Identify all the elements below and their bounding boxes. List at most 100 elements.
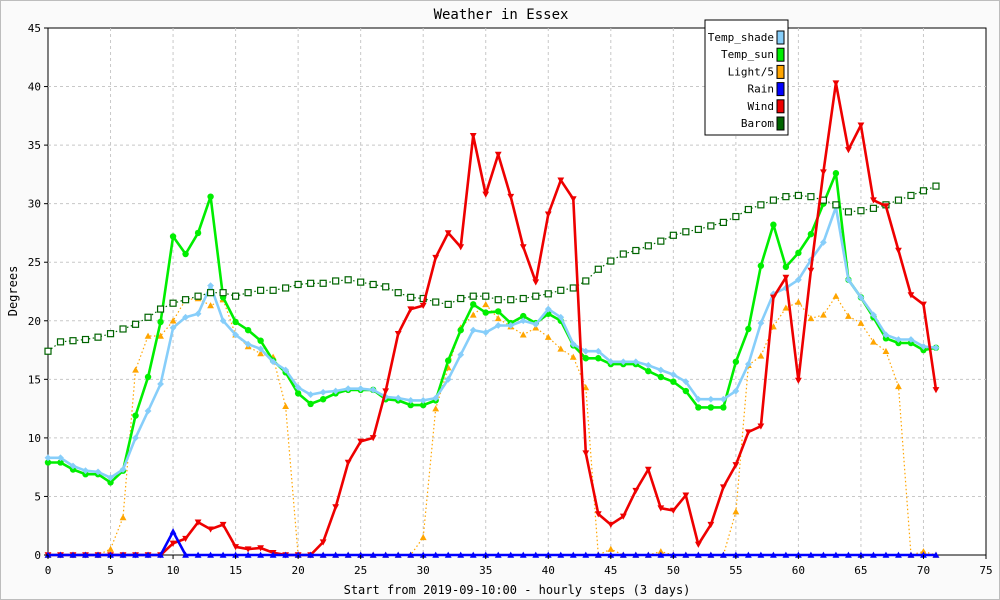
y-tick-label: 45 <box>28 22 41 35</box>
data-point-rain <box>845 551 852 558</box>
y-tick-label: 0 <box>34 549 41 562</box>
series-layer <box>44 80 940 559</box>
data-point-temp-sun <box>407 401 414 409</box>
y-tick-label: 40 <box>28 81 41 94</box>
data-point-rain <box>669 551 677 558</box>
series-temp-shade <box>44 203 940 482</box>
data-point-wind <box>207 526 214 533</box>
data-point-barom <box>794 191 803 200</box>
data-point-light-5 <box>607 545 615 552</box>
data-point-wind <box>394 330 402 338</box>
data-point-temp-sun <box>182 250 189 258</box>
data-point-temp-shade <box>107 474 114 482</box>
data-point-rain <box>532 551 540 558</box>
data-point-light-5 <box>820 311 827 318</box>
data-point-temp-sun <box>294 390 302 397</box>
data-point-temp-shade <box>407 397 415 404</box>
data-point-barom <box>106 330 115 338</box>
data-point-barom <box>357 278 365 286</box>
data-point-rain <box>644 551 652 558</box>
data-point-rain <box>857 551 865 558</box>
data-point-wind <box>795 377 802 384</box>
data-point-wind <box>895 247 902 254</box>
data-point-barom <box>44 347 52 355</box>
data-point-wind <box>419 302 427 309</box>
data-point-wind <box>482 191 490 198</box>
x-tick-label: 75 <box>979 564 992 577</box>
data-point-temp-shade <box>269 358 277 366</box>
data-point-light-5 <box>832 292 840 299</box>
data-point-temp-shade <box>319 388 327 396</box>
data-point-rain <box>732 551 740 558</box>
data-point-barom <box>232 292 240 300</box>
data-point-temp-shade <box>757 319 765 327</box>
data-point-rain <box>69 551 77 558</box>
data-point-wind <box>907 292 915 299</box>
data-point-wind <box>357 438 365 445</box>
data-point-temp-shade <box>144 407 152 415</box>
data-point-barom <box>56 338 65 346</box>
data-point-wind <box>257 545 265 552</box>
data-point-barom <box>544 290 552 298</box>
data-point-wind <box>319 539 327 546</box>
series-line-rain <box>48 530 936 557</box>
data-point-temp-shade <box>369 386 377 394</box>
data-point-temp-shade <box>907 336 915 343</box>
data-point-light-5 <box>857 319 865 326</box>
data-point-rain <box>507 551 515 558</box>
data-point-wind <box>845 147 852 154</box>
data-point-rain <box>832 551 840 558</box>
x-tick-label: 65 <box>854 564 867 577</box>
data-point-temp-shade <box>444 375 452 383</box>
data-point-light-5 <box>257 350 265 357</box>
series-rain <box>44 528 940 558</box>
data-point-temp-shade <box>307 391 315 398</box>
legend-label-wind: Wind <box>748 100 775 113</box>
data-point-barom <box>394 289 402 297</box>
data-point-rain <box>357 551 365 558</box>
data-point-temp-shade <box>394 394 402 402</box>
data-point-rain <box>432 551 440 558</box>
legend-label-rain: Rain <box>748 83 775 96</box>
y-tick-label: 30 <box>28 198 41 211</box>
data-point-barom <box>94 333 102 341</box>
data-point-temp-shade <box>132 434 139 442</box>
data-point-wind <box>820 169 827 176</box>
data-point-rain <box>444 551 452 558</box>
data-point-rain <box>757 551 765 558</box>
data-point-rain <box>394 551 402 558</box>
data-point-temp-shade <box>619 358 627 366</box>
data-point-wind <box>382 388 390 395</box>
data-point-rain <box>795 551 802 558</box>
data-point-barom <box>282 284 290 292</box>
data-point-temp-shade <box>557 313 565 321</box>
data-point-barom <box>344 276 352 284</box>
data-point-light-5 <box>920 548 927 555</box>
data-point-temp-sun <box>207 193 214 200</box>
x-tick-label: 5 <box>107 564 114 577</box>
data-point-rain <box>332 551 340 558</box>
data-point-wind <box>169 540 177 547</box>
legend-label-light-5: Light/5 <box>728 65 774 78</box>
data-point-light-5 <box>569 353 577 360</box>
data-point-barom <box>131 320 140 328</box>
data-point-temp-shade <box>719 395 727 403</box>
data-point-wind <box>344 459 352 466</box>
data-point-barom <box>81 335 90 344</box>
data-point-rain <box>219 551 227 558</box>
y-tick-label: 35 <box>28 139 41 152</box>
data-point-wind <box>182 535 189 543</box>
data-point-temp-shade <box>157 380 164 388</box>
data-point-rain <box>719 551 727 558</box>
data-point-barom <box>707 222 715 230</box>
data-point-barom <box>607 257 615 265</box>
data-point-temp-sun <box>807 230 815 238</box>
data-point-temp-shade <box>344 385 352 393</box>
data-point-rain <box>419 551 427 558</box>
data-point-wind <box>719 484 727 491</box>
data-point-temp-sun <box>470 301 477 308</box>
data-point-temp-sun <box>757 262 765 269</box>
data-point-wind <box>707 521 715 528</box>
data-point-rain <box>119 551 127 558</box>
data-point-wind <box>644 466 652 473</box>
